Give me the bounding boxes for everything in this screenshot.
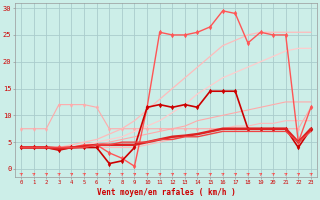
- X-axis label: Vent moyen/en rafales ( km/h ): Vent moyen/en rafales ( km/h ): [97, 188, 236, 197]
